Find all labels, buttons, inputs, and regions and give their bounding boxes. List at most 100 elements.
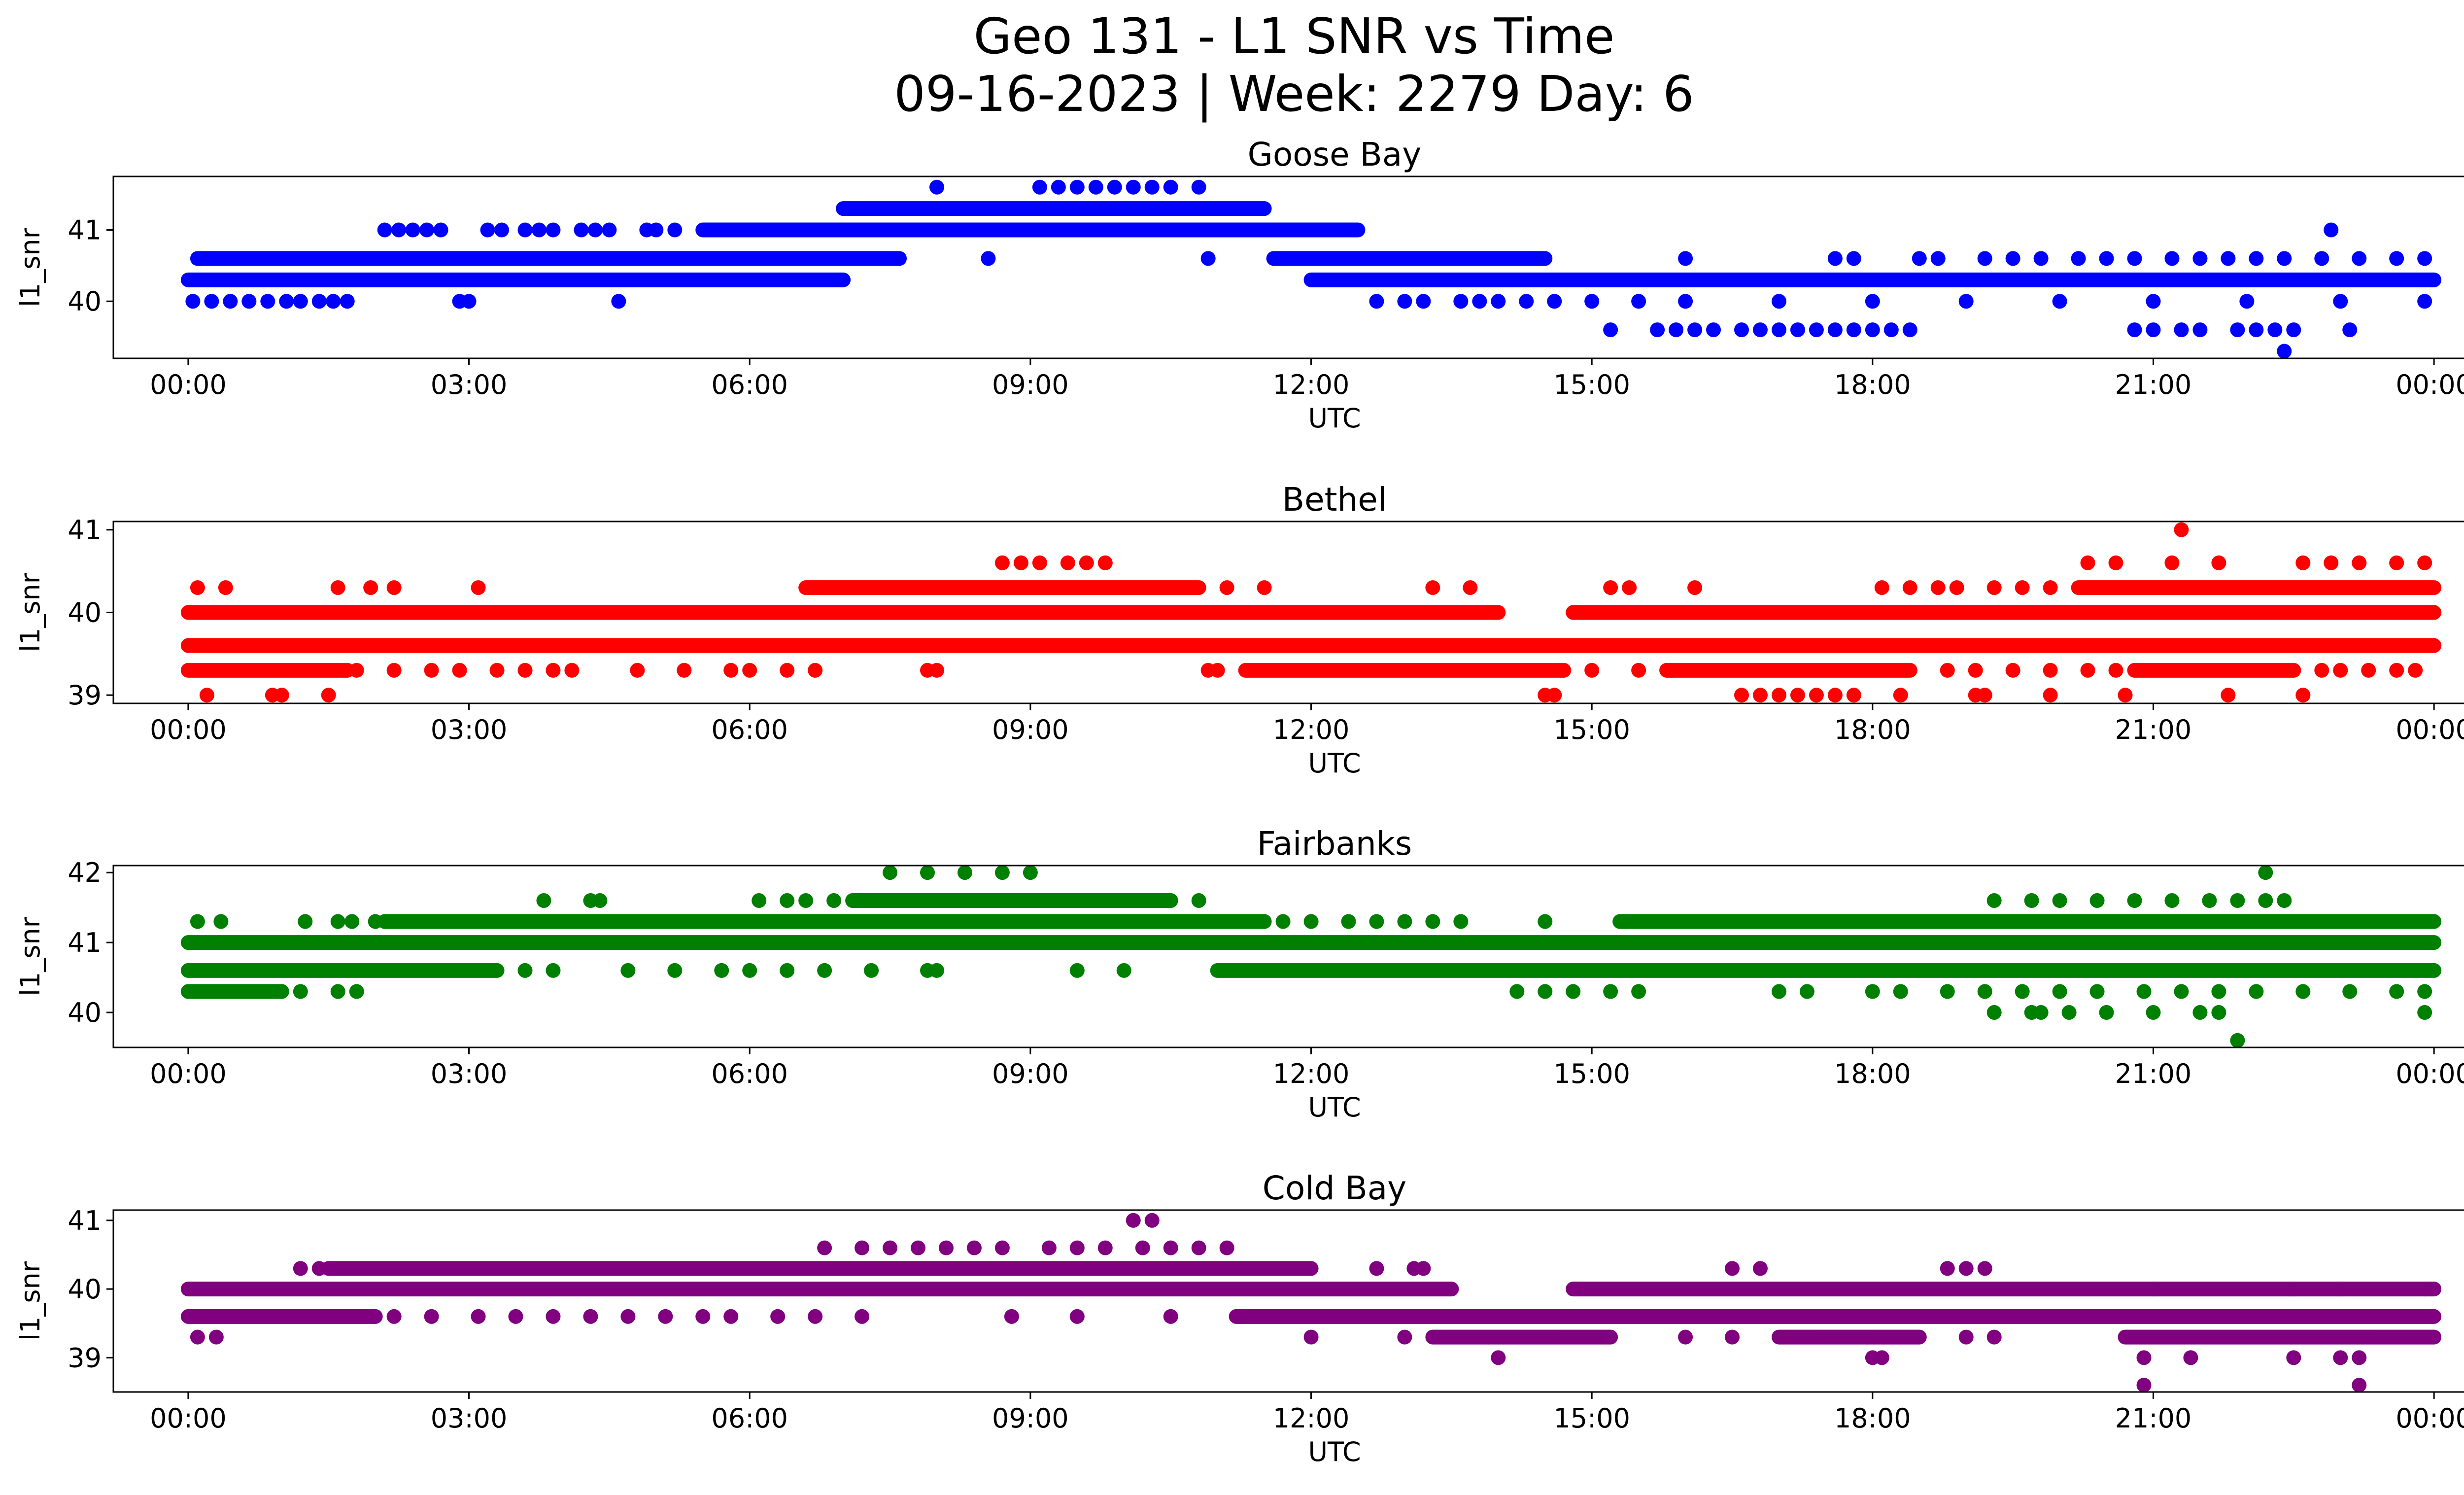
data-point-95: [2127, 322, 2142, 338]
x-tick-label: 00:00: [150, 1403, 227, 1434]
x-tick-label: 00:00: [150, 1058, 227, 1089]
data-point-19: [855, 1240, 870, 1255]
data-point-32: [2352, 555, 2367, 570]
data-point-4: [1678, 1329, 1693, 1345]
data-point-25: [1041, 1240, 1057, 1255]
data-point-82: [1669, 322, 1684, 338]
data-point-18: [480, 222, 495, 238]
data-point-30: [2258, 893, 2273, 908]
data-point-16: [1958, 1261, 1974, 1276]
y-axis-label: l1_snr: [15, 572, 46, 652]
data-point-66: [667, 963, 683, 978]
data-point-49: [583, 1309, 598, 1324]
data-point-67: [714, 963, 729, 978]
data-point-2: [330, 580, 345, 595]
data-point-15: [405, 222, 420, 238]
data-point-2: [298, 914, 313, 929]
data-point-93: [1883, 322, 1899, 338]
data-point-31: [2324, 555, 2339, 570]
data-point-76: [1986, 1005, 2002, 1020]
data-point-90: [1827, 322, 1843, 338]
data-point-22: [1986, 893, 2002, 908]
x-tick-label: 09:00: [992, 1058, 1069, 1089]
data-point-14: [1902, 580, 1917, 595]
data-point-25: [1097, 555, 1113, 570]
x-tick-label: 18:00: [1834, 1403, 1911, 1434]
data-point-84: [1706, 322, 1721, 338]
data-point-8: [326, 294, 341, 309]
data-point-58: [424, 662, 439, 678]
data-point-41: [1678, 251, 1693, 266]
data-point-101: [2267, 322, 2283, 338]
data-point-83: [2211, 1005, 2226, 1020]
data-point-26: [1069, 1240, 1085, 1255]
data-point-23: [2024, 893, 2039, 908]
data-point-55: [2136, 984, 2152, 999]
data-point-57: [2314, 251, 2329, 266]
data-point-78: [2333, 294, 2348, 309]
data-point-40: [349, 984, 364, 999]
data-point-20: [517, 222, 533, 238]
data-point-38: [274, 688, 289, 703]
data-point-18: [2015, 580, 2030, 595]
data-point-17: [1977, 1261, 1992, 1276]
data-point-72: [1771, 294, 1786, 309]
data-point-64: [546, 963, 561, 978]
data-point-27: [2164, 893, 2180, 908]
data-point-33: [2389, 555, 2404, 570]
axes-frame-fairbanks: [112, 865, 2464, 1048]
y-tick-label: 39: [68, 680, 102, 711]
x-tick-label: 09:00: [992, 1403, 1069, 1434]
data-point-78: [2005, 662, 2020, 678]
data-point-34: [2417, 555, 2432, 570]
data-point-92: [1865, 322, 1880, 338]
data-point-26: [2080, 555, 2095, 570]
data-point-68: [780, 662, 795, 678]
data-point-16: [1949, 580, 1964, 595]
data-point-53: [2192, 251, 2208, 266]
x-tick-label: 00:00: [2396, 369, 2464, 400]
data-point-34: [957, 865, 972, 880]
data-point-2: [1303, 1329, 1319, 1345]
data-point-33: [1144, 1213, 1160, 1228]
data-point-60: [2146, 1282, 2161, 1297]
data-point-56: [855, 1309, 870, 1324]
data-point-70: [1631, 294, 1646, 309]
data-point-85: [2230, 1033, 2245, 1048]
x-tick-label: 12:00: [1273, 714, 1350, 745]
data-point-3: [1397, 1329, 1412, 1345]
data-point-36: [1023, 865, 1038, 880]
data-point-99: [2230, 322, 2245, 338]
data-point-41: [1547, 688, 1562, 703]
data-point-78: [2033, 1005, 2049, 1020]
x-tick-label: 15:00: [1553, 1403, 1630, 1434]
data-point-48: [2033, 251, 2049, 266]
data-point-28: [2202, 893, 2217, 908]
data-point-46: [471, 1309, 486, 1324]
data-point-70: [817, 963, 832, 978]
data-point-105: [2324, 222, 2339, 238]
data-point-96: [2146, 322, 2161, 338]
data-point-38: [1191, 179, 1206, 195]
data-point-50: [1940, 984, 1955, 999]
data-point-55: [2249, 251, 2264, 266]
data-point-6: [1219, 580, 1234, 595]
data-point-62: [546, 662, 561, 678]
data-point-39: [321, 688, 336, 703]
data-point-35: [994, 865, 1010, 880]
data-point-94: [1902, 322, 1917, 338]
data-point-86: [2408, 662, 2423, 678]
data-point-104: [2277, 344, 2292, 359]
data-point-69: [808, 662, 823, 678]
x-tick-label: 21:00: [2115, 714, 2192, 745]
data-point-43: [1846, 251, 1861, 266]
data-point-41: [1509, 984, 1525, 999]
data-point-7: [1257, 580, 1272, 595]
data-point-49: [1893, 688, 1908, 703]
x-tick-label: 00:00: [150, 369, 227, 400]
data-point-32: [883, 865, 898, 880]
data-point-0: [190, 580, 205, 595]
data-point-34: [1491, 1350, 1506, 1365]
data-point-4: [260, 294, 275, 309]
data-point-57: [1004, 1309, 1019, 1324]
